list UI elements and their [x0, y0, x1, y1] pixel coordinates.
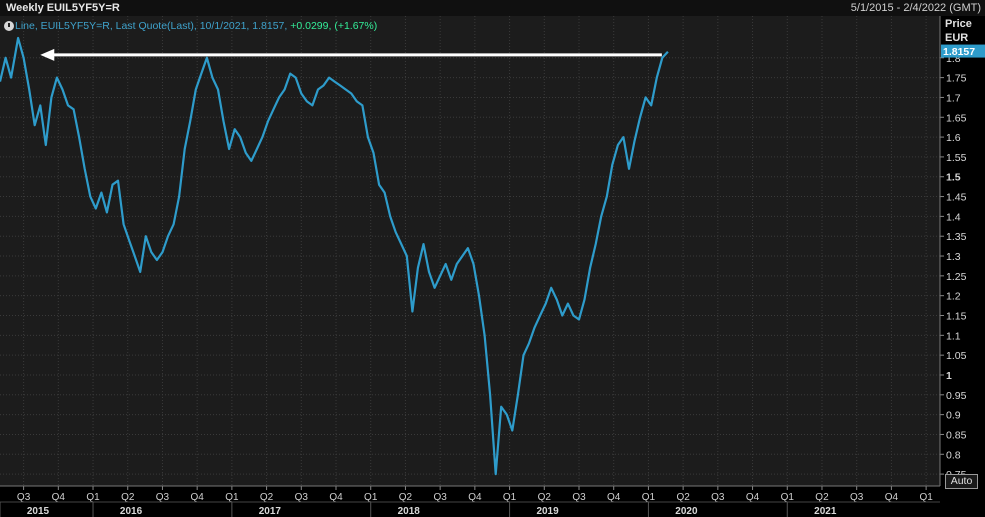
y-tick-label: 0.8	[946, 449, 961, 461]
y-tick-label: 1.35	[946, 231, 967, 243]
quarter-label: Q3	[295, 492, 309, 503]
year-label: 2018	[398, 506, 421, 517]
last-value-box	[941, 44, 985, 58]
annotation-arrow-head[interactable]	[40, 48, 55, 61]
y-tick-label: 0.95	[946, 390, 967, 402]
quarter-label: Q2	[260, 492, 274, 503]
y-tick-label: 1	[946, 370, 952, 382]
quarter-label: Q1	[225, 492, 239, 503]
clock-icon[interactable]	[4, 21, 14, 31]
quarter-label: Q3	[711, 492, 725, 503]
quarter-label: Q2	[399, 492, 413, 503]
y-tick-label: 1.3	[946, 251, 961, 263]
y-tick-label: 1.25	[946, 271, 967, 283]
quarter-label: Q4	[885, 492, 899, 503]
chart-title: Weekly EUIL5YF5Y=R	[6, 2, 120, 14]
quarter-label: Q2	[121, 492, 135, 503]
quarter-label: Q1	[86, 492, 100, 503]
y-tick-label: 1.1	[946, 330, 961, 342]
y-tick-label: 1.75	[946, 73, 967, 85]
quarter-label: Q3	[156, 492, 170, 503]
y-tick-label: 1.6	[946, 132, 961, 144]
y-tick-label: 1.05	[946, 350, 967, 362]
year-label: 2020	[675, 506, 698, 517]
quarter-label: Q1	[642, 492, 656, 503]
quarter-label: Q3	[433, 492, 447, 503]
y-tick-label: 1.65	[946, 112, 967, 124]
price-axis-header: Price EUR	[945, 17, 972, 45]
quarter-label: Q1	[364, 492, 378, 503]
year-label: 2017	[259, 506, 282, 517]
year-label: 2021	[814, 506, 837, 517]
y-tick-label: 0.85	[946, 429, 967, 441]
year-label: 2015	[27, 506, 50, 517]
currency-label: EUR	[945, 32, 969, 44]
year-label: 2019	[536, 506, 559, 517]
series-line[interactable]	[0, 36, 669, 476]
series-legend[interactable]: Line, EUIL5YF5Y=R, Last Quote(Last), 10/…	[4, 19, 377, 33]
price-label: Price	[945, 18, 972, 30]
y-tick-label: 1.55	[946, 152, 967, 164]
quarter-label: Q3	[850, 492, 864, 503]
quarter-label: Q2	[538, 492, 552, 503]
y-tick-label: 1.15	[946, 311, 967, 323]
quarter-label: Q4	[329, 492, 343, 503]
quarter-label: Q1	[503, 492, 517, 503]
date-range: 5/1/2015 - 2/4/2022 (GMT)	[850, 2, 981, 14]
quarter-label: Q4	[468, 492, 482, 503]
y-tick-label: 1.2	[946, 291, 961, 303]
quarter-label: Q3	[17, 492, 31, 503]
legend-series-text: Line, EUIL5YF5Y=R, Last Quote(Last), 10/…	[15, 20, 288, 32]
y-tick-label: 1.4	[946, 211, 961, 223]
chart-plot-area[interactable]: 0.750.80.850.90.9511.051.11.151.21.251.3…	[0, 16, 985, 517]
quarter-label: Q1	[919, 492, 933, 503]
y-tick-label: 1.7	[946, 92, 961, 104]
last-value-label: 1.8157	[943, 46, 975, 58]
price-axis-panel	[940, 16, 985, 517]
quarter-label: Q4	[607, 492, 621, 503]
quarter-label: Q4	[190, 492, 204, 503]
y-tick-label: 1.45	[946, 192, 967, 204]
quarter-label: Q2	[815, 492, 829, 503]
y-tick-label: 1.5	[946, 172, 961, 184]
year-label: 2016	[120, 506, 143, 517]
quarter-label: Q1	[781, 492, 795, 503]
quarter-label: Q3	[572, 492, 586, 503]
legend-change-text: +0.0299, (+1.67%)	[290, 20, 378, 32]
quarter-label: Q4	[52, 492, 66, 503]
title-bar: Weekly EUIL5YF5Y=R 5/1/2015 - 2/4/2022 (…	[0, 0, 985, 17]
quarter-label: Q4	[746, 492, 760, 503]
auto-scale-button[interactable]: Auto	[945, 474, 978, 489]
y-tick-label: 0.9	[946, 410, 961, 422]
quarter-label: Q2	[676, 492, 690, 503]
